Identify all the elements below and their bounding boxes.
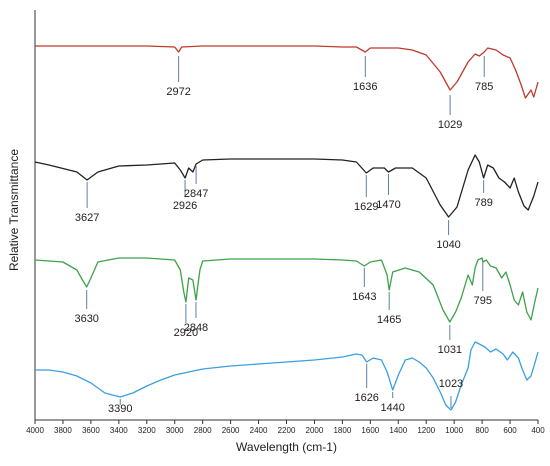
spectrum-line-2 [34,154,539,218]
x-tick-label: 3400 [110,426,128,435]
x-tick-label: 2200 [278,426,296,435]
y-axis-label-container: Relative Transmittance [4,0,24,420]
x-tick-label: 2400 [250,426,268,435]
x-tick-label: 1000 [445,426,463,435]
x-tick-label: 2800 [194,426,212,435]
spectrum-line-4 [35,341,539,411]
peak-label: 1470 [376,199,400,211]
x-tick-label: 600 [503,426,517,435]
x-tick-label: 1400 [389,426,407,435]
peak-label: 3627 [75,212,99,224]
x-tick-label: 1200 [417,426,435,435]
x-tick-label: 3800 [54,426,72,435]
spectrum-line-3 [34,257,539,323]
x-axis-label: Wavelength (cm-1) [236,440,337,454]
x-tick-label: 400 [531,426,545,435]
peak-label: 1465 [377,314,401,326]
peak-label: 2926 [173,200,197,212]
peak-label: 1636 [353,81,377,93]
peak-label: 795 [474,295,492,307]
x-tick-label: 2600 [222,426,240,435]
y-axis-label: Relative Transmittance [7,148,21,272]
peak-label: 3390 [108,403,132,415]
peak-label: 1643 [352,291,376,303]
peak-label: 1440 [380,402,404,414]
peak-label: 1629 [354,201,378,213]
x-tick-label: 3000 [166,426,184,435]
peak-label: 1023 [439,378,463,390]
spectrum-line-1 [35,45,539,99]
peak-label: 2848 [184,322,208,334]
peak-label: 2847 [184,188,208,200]
x-tick-label: 4000 [26,426,44,435]
x-tick-labels: 4000 3800 3600 3400 3200 3000 2800 2600 2400 2200… [26,420,545,435]
peak-label: 1031 [438,344,462,356]
x-tick-label: 800 [475,426,489,435]
peak-label: 2972 [166,86,190,98]
x-tick-label: 1800 [333,426,351,435]
peak-label: 1029 [438,119,462,131]
peak-label: 1040 [436,239,460,251]
peak-label: 785 [475,81,493,93]
peak-label: 1626 [354,392,378,404]
x-tick-label: 2000 [306,426,324,435]
peak-label: 3630 [74,313,98,325]
x-tick-label: 3600 [82,426,100,435]
x-tick-label: 1600 [361,426,379,435]
chart-series-layer [34,45,539,411]
x-tick-label: 3200 [138,426,156,435]
peak-label: 789 [474,197,492,209]
peak-label: 2920 [174,327,198,339]
